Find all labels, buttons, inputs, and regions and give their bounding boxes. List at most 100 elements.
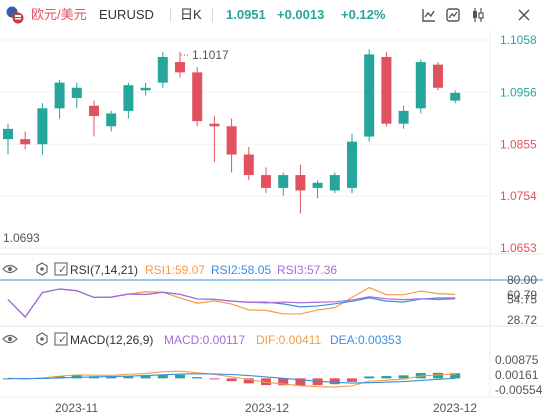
price-axis-label: 1.0956 — [500, 85, 537, 99]
macd-histogram-bar — [175, 374, 185, 379]
candle-body — [364, 54, 375, 137]
candle-body — [398, 110, 409, 124]
price-axis-label: 1.0653 — [500, 241, 537, 255]
macd-histogram-bar — [123, 376, 134, 379]
rsi3-line — [7, 288, 456, 318]
symbol-code: EURUSD — [99, 7, 154, 22]
candle-body — [381, 56, 392, 124]
rsi-axis-label: 28.72 — [507, 313, 537, 327]
eye-icon[interactable] — [2, 334, 18, 344]
interval-label: 日K — [180, 7, 202, 22]
candle-body — [243, 154, 254, 176]
price-axis-label: 1.0754 — [500, 189, 537, 203]
interval-selector[interactable]: 日K — [180, 0, 202, 30]
toolbar-divider — [170, 8, 171, 22]
macd-histogram-bar — [226, 378, 237, 382]
candle-body — [37, 108, 48, 145]
macd-histogram-bar — [192, 377, 203, 379]
price-axis: 1.1058 1.0956 1.0855 1.0754 1.0653 — [500, 33, 537, 255]
rsi-series — [7, 286, 456, 318]
candle-body — [157, 56, 168, 83]
macd-histogram-bar — [243, 378, 254, 384]
eye-icon[interactable] — [2, 264, 18, 274]
macd-histogram-bar — [106, 376, 117, 379]
macd-histogram-bar — [278, 378, 289, 386]
macd-header: ✓ MACD(12,26,9) MACD:0.00117 DIF:0.00411… — [2, 332, 402, 347]
candle-body — [89, 105, 99, 117]
rsi2-value: RSI2:58.05 — [211, 263, 271, 277]
rsi-title: RSI(7,14,21) — [70, 263, 138, 277]
dea-value: DEA:0.00353 — [330, 333, 402, 347]
rsi-axis-label: 60.79 — [507, 288, 537, 302]
indicator-select-icon[interactable] — [54, 332, 68, 346]
macd-histogram-bar — [329, 378, 340, 385]
candle-body — [54, 82, 65, 109]
symbol-toolbar: 欧元/美元 EURUSD 日K 1.0951 +0.0013 +0.12% — [0, 0, 543, 31]
candle-body — [312, 182, 323, 188]
candle-body — [347, 141, 357, 188]
rsi1-value: RSI1:59.07 — [145, 263, 205, 277]
price-axis-label: 1.0855 — [500, 137, 537, 151]
candle-body — [123, 85, 134, 111]
settings-icon[interactable] — [36, 332, 48, 346]
currency-pair-name: 欧元/美元 — [31, 7, 87, 22]
macd-histogram-bar — [398, 375, 409, 379]
rsi-header: ✓ RSI(7,14,21) RSI1:59.07 RSI2:58.05 RSI… — [2, 262, 337, 277]
macd-value: MACD:0.00117 — [164, 333, 245, 347]
candle-body — [192, 72, 203, 122]
macd-histogram-bar — [54, 376, 65, 379]
toolbar-divider — [212, 8, 213, 22]
currency-pair-icon — [5, 0, 25, 30]
macd-histogram-bar — [295, 378, 306, 386]
x-axis-label: 2023-12 — [433, 401, 477, 415]
line-tool-icon[interactable] — [420, 6, 438, 24]
price-axis-label: 1.1058 — [500, 33, 537, 47]
indicator-tool-icon[interactable] — [444, 6, 462, 24]
candle-body — [226, 126, 237, 155]
macd-axis-label: -0.00554 — [495, 383, 543, 397]
candle-body — [433, 64, 443, 88]
last-price: 1.0951 — [226, 7, 266, 22]
x-axis-label: 2023-11 — [55, 401, 98, 415]
rsi3-value: RSI3:57.36 — [277, 263, 337, 277]
checkmark-icon: ✓ — [58, 334, 67, 346]
macd-histogram-bar — [433, 372, 443, 379]
macd-title: MACD(12,26,9) — [70, 333, 153, 347]
indicator-select-icon[interactable] — [54, 262, 68, 276]
rsi-axis-label: 80.00 — [507, 273, 537, 287]
candle-body — [415, 62, 426, 109]
macd-axis-label: 0.00875 — [495, 353, 539, 367]
macd-lines — [7, 370, 456, 388]
low-label: 1.0693 — [3, 231, 40, 245]
macd-histogram-bar — [157, 374, 168, 379]
candlestick-series — [3, 49, 461, 214]
price-change-percent: +0.12% — [341, 7, 386, 22]
candle-body — [450, 92, 461, 101]
chart-area[interactable]: 1.1058 1.0956 1.0855 1.0754 1.0653 1.1017 1.… — [0, 30, 543, 420]
candle-body — [329, 175, 340, 191]
candle-body — [106, 113, 117, 127]
checkmark-icon: ✓ — [58, 264, 67, 276]
candle-body — [209, 123, 220, 127]
candle-body — [175, 62, 185, 73]
candle-body — [20, 139, 31, 145]
x-axis-label: 2023-12 — [245, 401, 289, 415]
close-icon[interactable] — [515, 6, 533, 24]
candle-body — [278, 175, 289, 188]
candle-body — [140, 87, 151, 91]
candle-body — [295, 175, 306, 191]
dif-line — [7, 370, 456, 388]
macd-histogram-bar — [312, 378, 323, 386]
macd-axis-label: 0.00161 — [495, 368, 539, 382]
macd-histogram-bar — [209, 378, 220, 380]
dif-value: DIF:0.00411 — [256, 333, 321, 347]
candle-settings-icon[interactable] — [469, 6, 487, 24]
candle-body — [261, 175, 271, 188]
settings-icon[interactable] — [36, 262, 48, 276]
macd-histogram-bar — [347, 378, 357, 382]
high-label: 1.1017 — [192, 48, 229, 62]
macd-histogram-bar — [381, 376, 392, 379]
